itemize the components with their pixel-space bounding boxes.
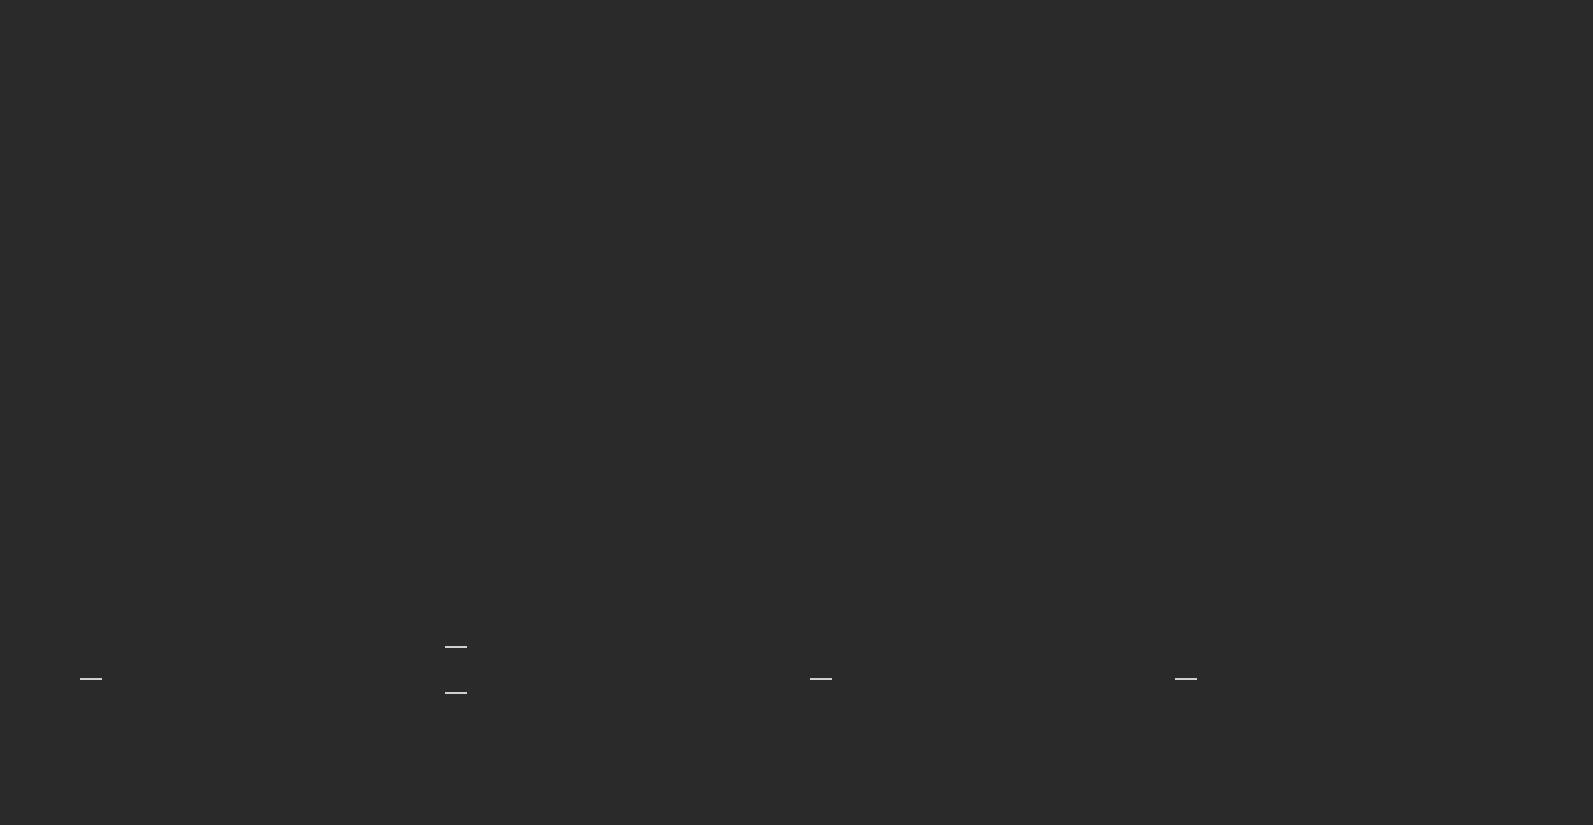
legend-item-daylight [445,646,780,648]
legend-item-rain [810,646,1145,666]
chart-plot-area [80,72,1510,582]
swatch-temp-avg-line [80,678,102,680]
swatch-sunshine-box [445,660,465,680]
swatch-snow-avg-line [1175,678,1197,680]
legend-item-temp-range [80,646,415,666]
swatch-temp-range [80,646,100,666]
swatch-daylight-line [445,646,467,648]
chart-svg [80,72,1510,582]
legend-item-rain-avg [810,678,1145,680]
chart-title [0,0,1593,18]
legend-col-temperature [80,630,415,694]
chart-subtitle [0,18,1593,26]
swatch-snow-box [1175,646,1195,666]
legend-item-sunshine [445,660,780,680]
legend-item-snow [1175,646,1510,666]
legend-col-snow [1175,630,1510,694]
climate-chart-container [0,0,1593,825]
legend-col-daysun [445,630,780,694]
legend-col-rain [810,630,1145,694]
swatch-sunshine-avg-line [445,692,467,694]
legend-item-sunshine-avg [445,692,780,694]
swatch-rain-box [810,646,830,666]
legend-item-temp-avg [80,678,415,680]
legend [80,630,1510,694]
legend-item-snow-avg [1175,678,1510,680]
swatch-rain-avg-line [810,678,832,680]
